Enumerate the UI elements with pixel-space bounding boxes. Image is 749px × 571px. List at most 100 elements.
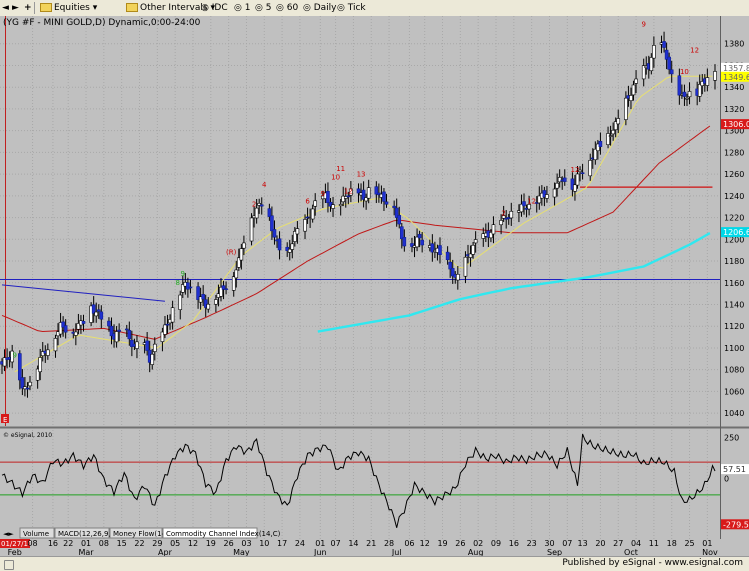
candle-body: [557, 177, 562, 183]
indicator-tick-label: 0: [724, 475, 729, 484]
candle-body: [287, 248, 292, 253]
candle-body: [356, 188, 361, 194]
candle-body: [394, 207, 399, 218]
daily-button[interactable]: ◎ Daily: [303, 1, 337, 15]
equities-label: Equities: [54, 3, 90, 13]
candle-body: [629, 95, 633, 101]
price-tick-label: 1080: [724, 366, 744, 375]
indicator-pane[interactable]: [0, 429, 720, 527]
indicator-tab[interactable]: [109, 527, 163, 539]
price-pane[interactable]: [0, 16, 720, 426]
date-tick-label: 22: [63, 539, 73, 548]
back-arrow-icon[interactable]: ◄: [2, 3, 9, 13]
month-label: Jul: [391, 548, 402, 556]
clock-icon: ◎: [234, 3, 242, 13]
folder-icon: [126, 3, 138, 12]
interval-60-button[interactable]: ◎ 60: [276, 1, 298, 15]
candle-body: [96, 309, 101, 312]
candle-body: [662, 41, 666, 48]
toolbar-divider: [34, 2, 35, 14]
candle-body: [519, 203, 524, 213]
candle-body: [178, 294, 183, 310]
candle-body: [570, 178, 575, 190]
moving-average-mid: [1, 125, 711, 340]
tick-button[interactable]: ◎ Tick: [337, 1, 366, 15]
candle-body: [522, 201, 526, 207]
candle-body: [664, 49, 669, 60]
candle-body: [249, 217, 254, 242]
candle-body: [25, 387, 30, 390]
month-label: Apr: [158, 548, 173, 556]
interval-5-button[interactable]: ◎ 5: [255, 1, 271, 15]
candle-body: [417, 234, 422, 239]
candle-body: [231, 276, 236, 291]
price-tick-label: 1260: [724, 170, 744, 179]
indicator-tick-label: 250: [724, 434, 739, 443]
cci-line: [1, 433, 716, 528]
idc-button[interactable]: ◎ IDC: [201, 1, 228, 15]
candle-body: [430, 243, 435, 253]
candle-body: [667, 56, 671, 70]
candlesticks-layer: [0, 31, 717, 398]
chart-window[interactable]: (YG #F - MINI GOLD,D) Dynamic,0:00-24:00…: [0, 16, 749, 556]
price-tick-label: 1120: [724, 322, 744, 331]
candle-body: [203, 299, 208, 308]
candle-body: [310, 208, 315, 220]
date-tick-label: 29: [152, 539, 162, 548]
date-tick-label: 09: [491, 539, 501, 548]
downtrend-line: [1, 284, 166, 302]
setup-count-label: 9: [321, 190, 325, 198]
resize-grip-icon[interactable]: [4, 560, 14, 570]
published-by-text: Published by eSignal - www.esignal.com: [562, 558, 743, 568]
price-tick-label: 1060: [724, 387, 744, 396]
candle-body: [491, 224, 496, 235]
cci-layer: [0, 433, 720, 528]
setup-count-label: 4: [262, 181, 267, 189]
date-tick-label: 26: [455, 539, 465, 548]
candle-body: [616, 118, 621, 125]
indicator-tab[interactable]: [162, 527, 258, 539]
candle-body: [117, 329, 121, 332]
date-tick-label: 21: [366, 539, 376, 548]
candle-body: [399, 226, 404, 240]
start-date-label: 01/27/10: [1, 540, 32, 548]
candle-body: [578, 169, 582, 173]
month-label: Sep: [547, 548, 562, 556]
candle-body: [130, 339, 134, 347]
candle-body: [641, 65, 646, 80]
indicator-tab-label: MACD(12,26,9,C): [58, 530, 119, 538]
indicator-tab[interactable]: [54, 527, 110, 539]
candle-body: [552, 188, 557, 198]
candle-body: [682, 91, 687, 97]
date-tick-label: 13: [577, 539, 587, 548]
candle-body: [313, 200, 318, 207]
price-marker-box: [721, 71, 749, 82]
candle-body: [135, 341, 139, 349]
start-date-box: [0, 539, 30, 548]
date-tick-label: 02: [473, 539, 483, 548]
candle-body: [410, 243, 414, 247]
interval-1-button[interactable]: ◎ 1: [234, 1, 250, 15]
candle-body: [81, 321, 86, 324]
date-tick-label: 19: [206, 539, 216, 548]
candle-body: [392, 205, 396, 209]
indicator-tab[interactable]: [19, 527, 55, 539]
candle-body: [270, 215, 274, 232]
candle-body: [160, 331, 165, 342]
other-intervals-menu[interactable]: Other Intervals ▾: [126, 1, 215, 15]
date-axis-background: [0, 540, 749, 556]
add-icon[interactable]: +: [24, 3, 32, 13]
clock-icon: ◎: [255, 3, 263, 13]
price-tick-label: 1380: [724, 40, 744, 49]
indicator-tab-label: Commodity Channel Index(14,C): [166, 530, 281, 538]
price-tick-label: 1140: [724, 300, 744, 309]
date-tick-label: 26: [224, 539, 234, 548]
equities-menu[interactable]: Equities ▾: [40, 1, 97, 15]
forward-arrow-icon[interactable]: ►: [12, 3, 19, 13]
candle-body: [237, 257, 241, 268]
candle-body: [499, 220, 503, 226]
date-tick-label: 28: [384, 539, 394, 548]
candle-body: [2, 357, 7, 367]
price-marker-label: 1349.6: [723, 73, 749, 82]
candle-body: [542, 190, 547, 198]
